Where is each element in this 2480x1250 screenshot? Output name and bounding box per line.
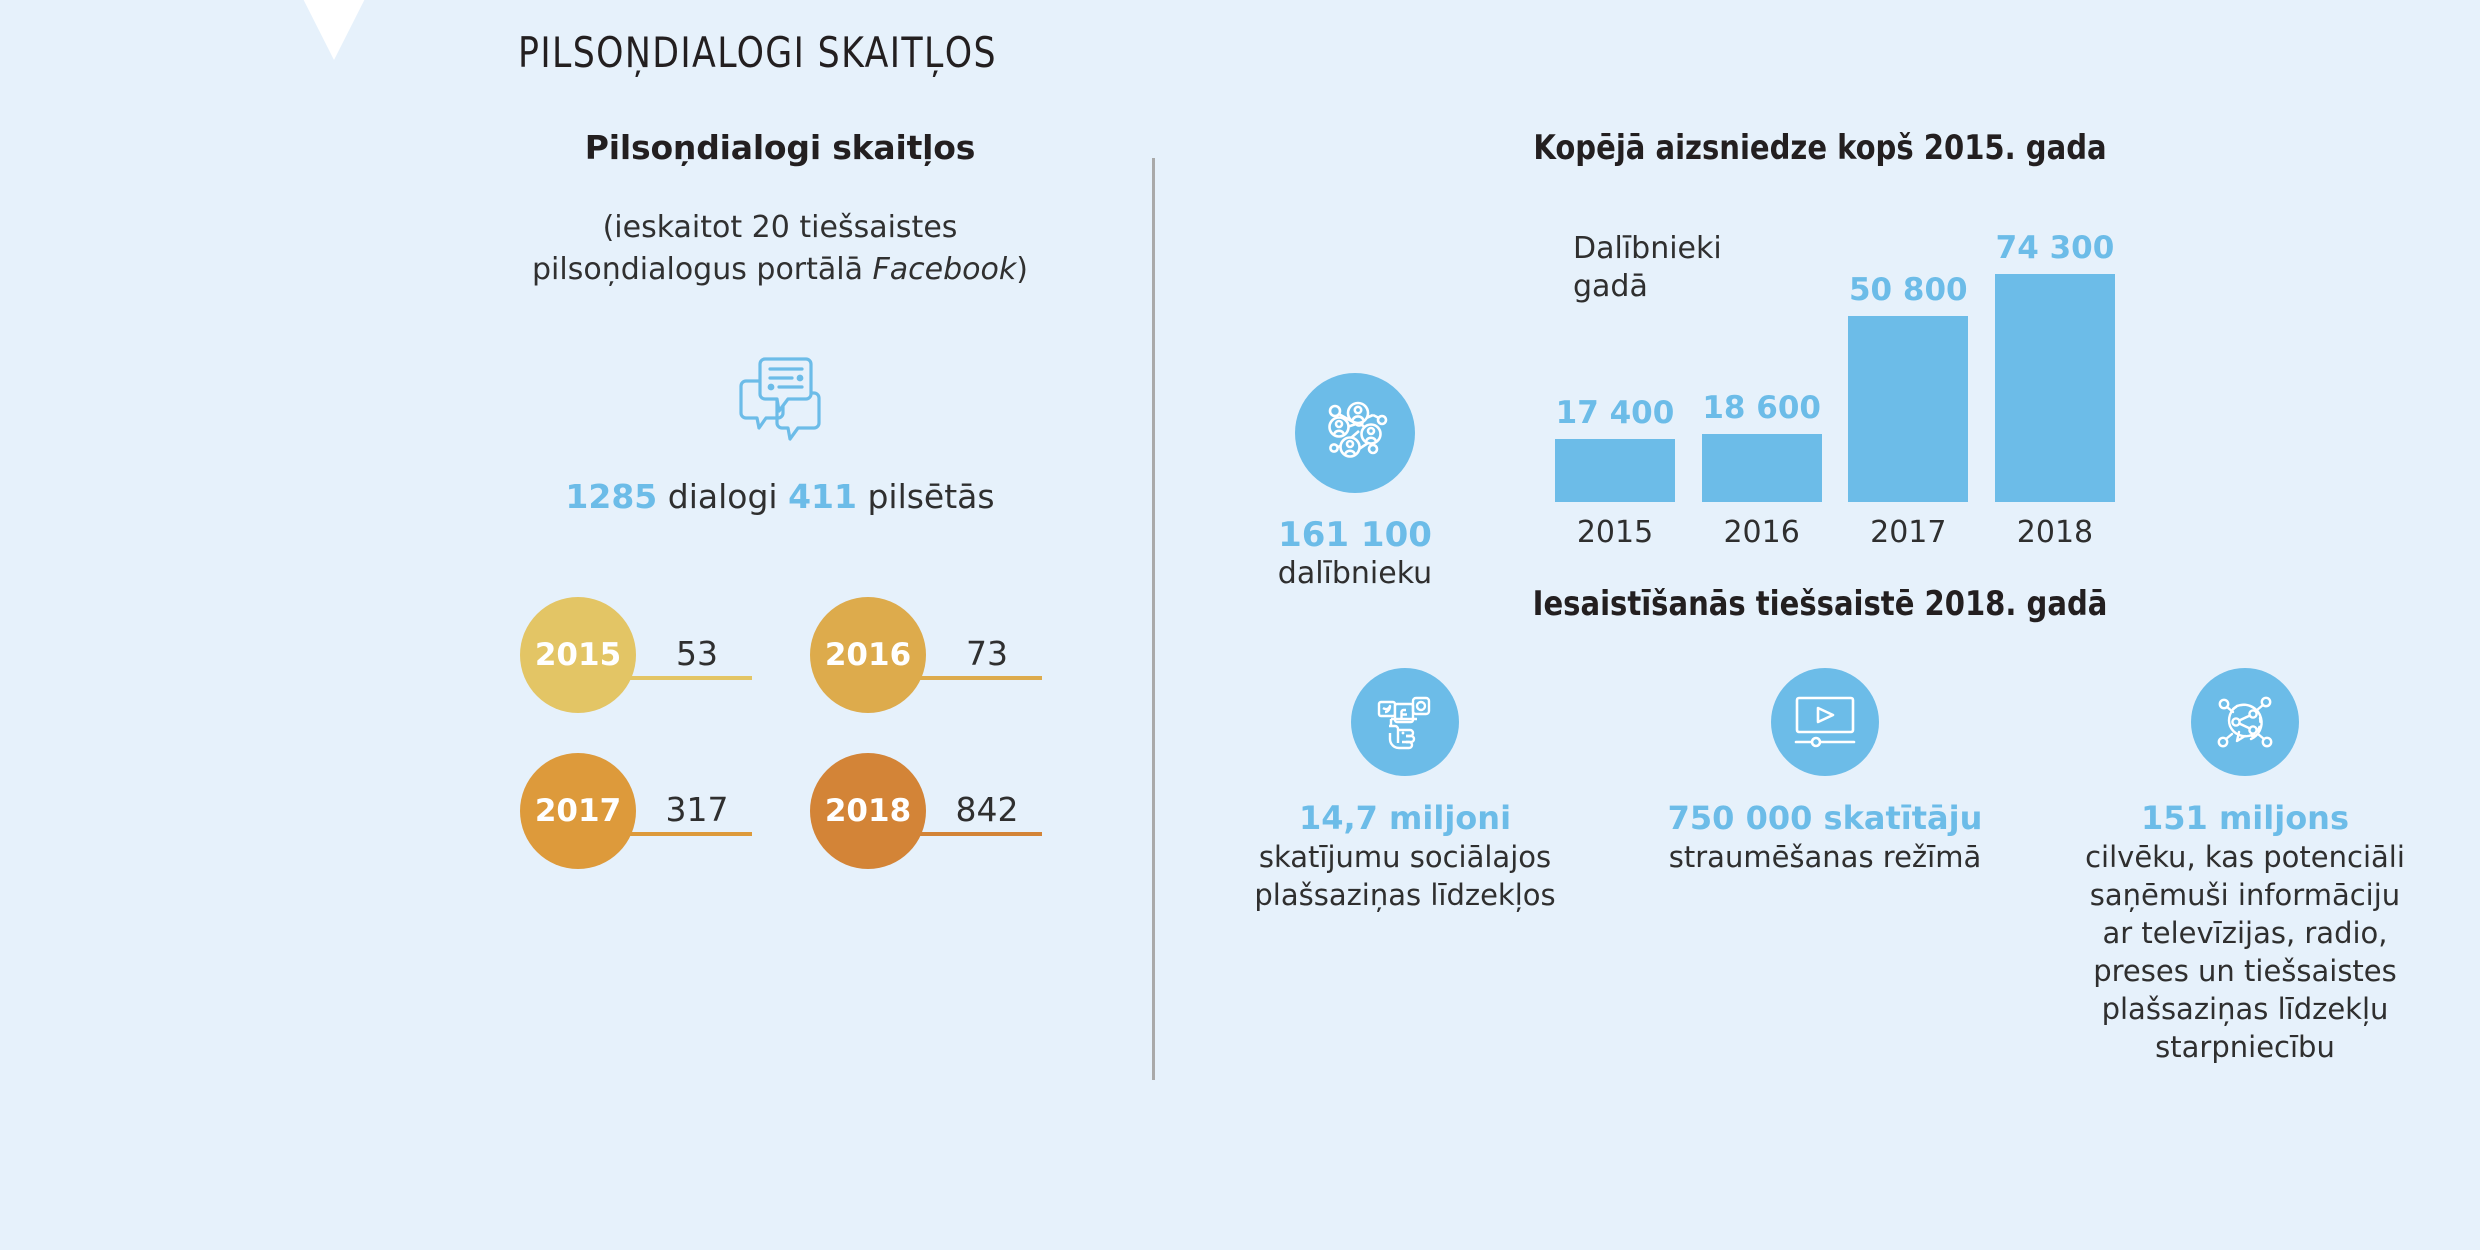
x-tick-2016: 2016: [1723, 515, 1800, 550]
year-rule-2017: [622, 831, 752, 836]
year-value-wrap-2016: 73: [912, 631, 1042, 680]
year-item-2015: 2015 53: [520, 590, 752, 720]
year-value-wrap-2015: 53: [622, 631, 752, 680]
year-value-2015: 53: [676, 633, 718, 673]
cities-count: 411: [788, 477, 857, 516]
reach-total-value: 161 100: [1278, 515, 1432, 555]
x-tick-2018: 2018: [2016, 515, 2094, 550]
yearly-dialogs-list: 2015 53 2016 73 2017 317 2018 842: [430, 590, 1130, 876]
year-value-wrap-2018: 842: [912, 787, 1042, 836]
year-rule-2018: [912, 831, 1042, 836]
x-tick-2017: 2017: [1870, 515, 1947, 550]
bar-rect-2017: [1848, 316, 1969, 502]
reach-section: 161 100 dalībnieku Dalībnieki gadā 17 400…: [1175, 168, 2465, 591]
subtitle-line-2-pre: pilsoņdialogus portālā: [532, 252, 873, 287]
share-network-icon: [2191, 668, 2299, 776]
year-rule-2016: [912, 675, 1042, 680]
subtitle-brand-facebook: Facebook: [872, 252, 1017, 287]
dialogs-count: 1285: [565, 477, 658, 516]
dialogs-word: dialogi: [667, 477, 778, 516]
reach-total-block: 161 100 dalībnieku: [1225, 373, 1485, 593]
cities-word: pilsētās: [867, 477, 995, 516]
engagement-value-streaming: 750 000 skatītāju: [1667, 799, 1983, 837]
bar-value-2016: 18 600: [1702, 390, 1821, 426]
page-title: PILSOŅDIALOGI SKAITĻOS: [518, 28, 997, 77]
left-panel-subtitle: (ieskaitot 20 tiešsaistes pilsoņdialogus…: [430, 207, 1130, 291]
year-value-2017: 317: [665, 789, 729, 829]
bar-column-2015: 17 400: [1555, 230, 1675, 502]
year-item-2016: 2016 73: [810, 590, 1042, 720]
subtitle-line-1: (ieskaitot 20 tiešsaistes: [602, 210, 958, 245]
right-panel: Kopējā aizsniedze kopš 2015. gada: [1175, 128, 2465, 1066]
bar-rect-2018: [1994, 274, 2115, 502]
subtitle-line-2-post: ): [1016, 252, 1028, 287]
year-circle-2015: 2015: [520, 597, 636, 713]
participants-bar-chart: Dalībnieki gadā 17 400 18 600 50 800 74 3…: [1555, 188, 2115, 558]
chat-bubbles-icon: [430, 353, 1130, 449]
social-media-phone-icon: [1351, 668, 1459, 776]
chart-x-axis: 2015 2016 2017 2018: [1555, 515, 2115, 550]
engagement-item-media: 151 miljons cilvēku, kas potenciāli saņē…: [2075, 668, 2415, 1066]
bar-column-2018: 74 300: [1994, 230, 2115, 502]
reach-total-label: dalībnieku: [1277, 556, 1433, 591]
engagement-value-media: 151 miljons: [2141, 799, 2349, 837]
year-rule-2015: [622, 675, 752, 680]
bar-rect-2015: [1555, 439, 1675, 502]
year-item-2017: 2017 317: [520, 746, 752, 876]
engagement-text-streaming: straumēšanas režīmā: [1668, 840, 1982, 874]
engagement-value-social: 14,7 miljoni: [1298, 799, 1512, 837]
bar-rect-2016: [1701, 434, 1822, 502]
bar-column-2017: 50 800: [1848, 230, 1969, 502]
bar-value-2015: 17 400: [1555, 395, 1675, 431]
panel-divider: [1152, 158, 1155, 1080]
engagement-item-streaming: 750 000 skatītāju straumēšanas režīmā: [1655, 668, 1995, 1066]
engagement-text-social: skatījumu sociālajos plašsaziņas līdzekļ…: [1254, 840, 1556, 912]
bar-column-2016: 18 600: [1701, 230, 1822, 502]
reach-heading: Kopējā aizsniedze kopš 2015. gada: [1533, 128, 2107, 168]
decorative-chevron: [248, 0, 420, 60]
year-value-2018: 842: [955, 789, 1019, 829]
subtitle-line-2: pilsoņdialogus portālā Facebook): [430, 249, 1130, 291]
year-item-2018: 2018 842: [810, 746, 1042, 876]
chart-annotation: Dalībnieki gadā: [1573, 231, 1722, 304]
year-value-wrap-2017: 317: [622, 787, 752, 836]
engagement-heading: Iesaistīšanās tiešsaistē 2018. gadā: [1532, 584, 2108, 624]
left-panel-heading: Pilsoņdialogi skaitļos: [584, 128, 976, 167]
video-player-icon: [1771, 668, 1879, 776]
left-panel: Pilsoņdialogi skaitļos (ieskaitot 20 tie…: [430, 128, 1130, 876]
year-circle-2016: 2016: [810, 597, 926, 713]
engagement-text-media: cilvēku, kas potenciāli saņēmuši informā…: [2085, 840, 2405, 1064]
bar-value-2018: 74 300: [1995, 230, 2115, 266]
year-circle-2017: 2017: [520, 753, 636, 869]
engagement-section: 14,7 miljoni skatījumu sociālajos plašsa…: [1175, 668, 2465, 1066]
x-tick-2015: 2015: [1576, 515, 1654, 550]
year-value-2016: 73: [966, 633, 1008, 673]
bar-value-2017: 50 800: [1848, 272, 1968, 308]
network-people-icon: [1295, 373, 1415, 493]
chart-bars: 17 400 18 600 50 800 74 300: [1555, 230, 2115, 502]
year-circle-2018: 2018: [810, 753, 926, 869]
engagement-item-social: 14,7 miljoni skatījumu sociālajos plašsa…: [1235, 668, 1575, 1066]
dialogs-summary: 1285 dialogi 411 pilsētās: [430, 477, 1130, 516]
